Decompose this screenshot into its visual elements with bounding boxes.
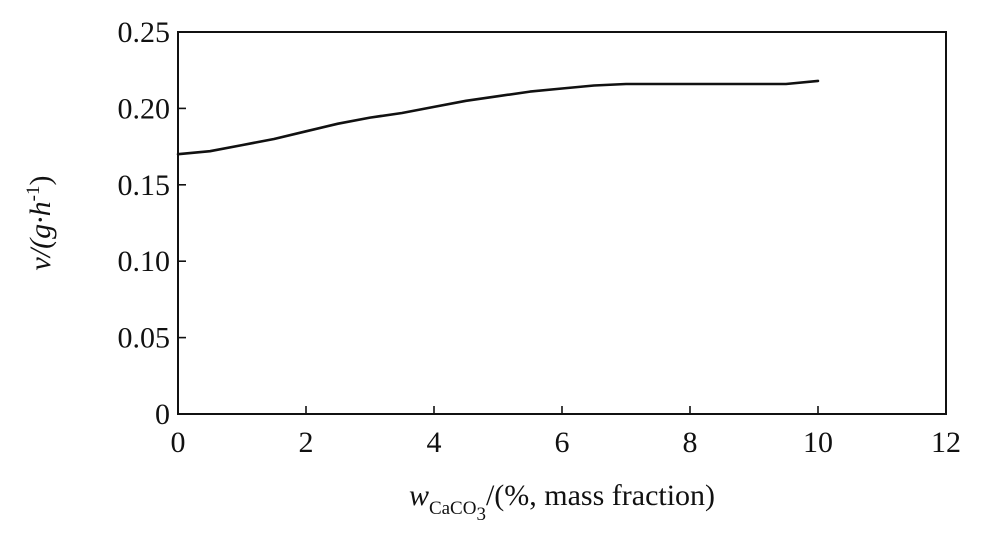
x-axis-tick-labels: 0 2 4 6 8 10 12 bbox=[171, 426, 962, 459]
x-tick-label: 8 bbox=[683, 426, 698, 459]
x-axis-label-var: w bbox=[409, 479, 429, 512]
y-axis-label-prefix: v/(g·h bbox=[24, 201, 57, 270]
y-tick-label: 0 bbox=[155, 398, 170, 431]
y-axis-label-suffix: ) bbox=[24, 176, 57, 186]
x-axis-label-subsubscript: 3 bbox=[476, 504, 486, 525]
y-axis-label-superscript: -1 bbox=[23, 186, 44, 202]
x-axis-label-suffix: /(%, mass fraction) bbox=[486, 479, 715, 512]
y-axis-label: v/(g·h-1) bbox=[23, 176, 57, 271]
x-tick-label: 4 bbox=[427, 426, 442, 459]
x-axis-label-subscript: CaCO bbox=[429, 498, 477, 519]
y-tick-label: 0.10 bbox=[118, 245, 171, 278]
x-tick-label: 6 bbox=[555, 426, 570, 459]
plot-area-frame bbox=[177, 31, 947, 415]
series-line bbox=[176, 79, 820, 156]
y-tick-label: 0.20 bbox=[118, 92, 171, 125]
x-tick-label: 12 bbox=[931, 426, 961, 459]
y-tick-label: 0.05 bbox=[118, 322, 171, 355]
x-tick-label: 2 bbox=[299, 426, 314, 459]
y-axis-ticks bbox=[178, 31, 186, 415]
x-tick-label: 0 bbox=[171, 426, 186, 459]
y-tick-label: 0.15 bbox=[118, 169, 171, 202]
x-tick-label: 10 bbox=[803, 426, 833, 459]
x-axis-ticks bbox=[177, 406, 947, 414]
y-tick-label: 0.25 bbox=[118, 16, 171, 49]
y-axis-tick-labels: 0 0.05 0.10 0.15 0.20 0.25 bbox=[118, 16, 171, 431]
series-layer bbox=[176, 79, 820, 156]
x-axis-label: wCaCO3/(%, mass fraction) bbox=[409, 479, 715, 525]
